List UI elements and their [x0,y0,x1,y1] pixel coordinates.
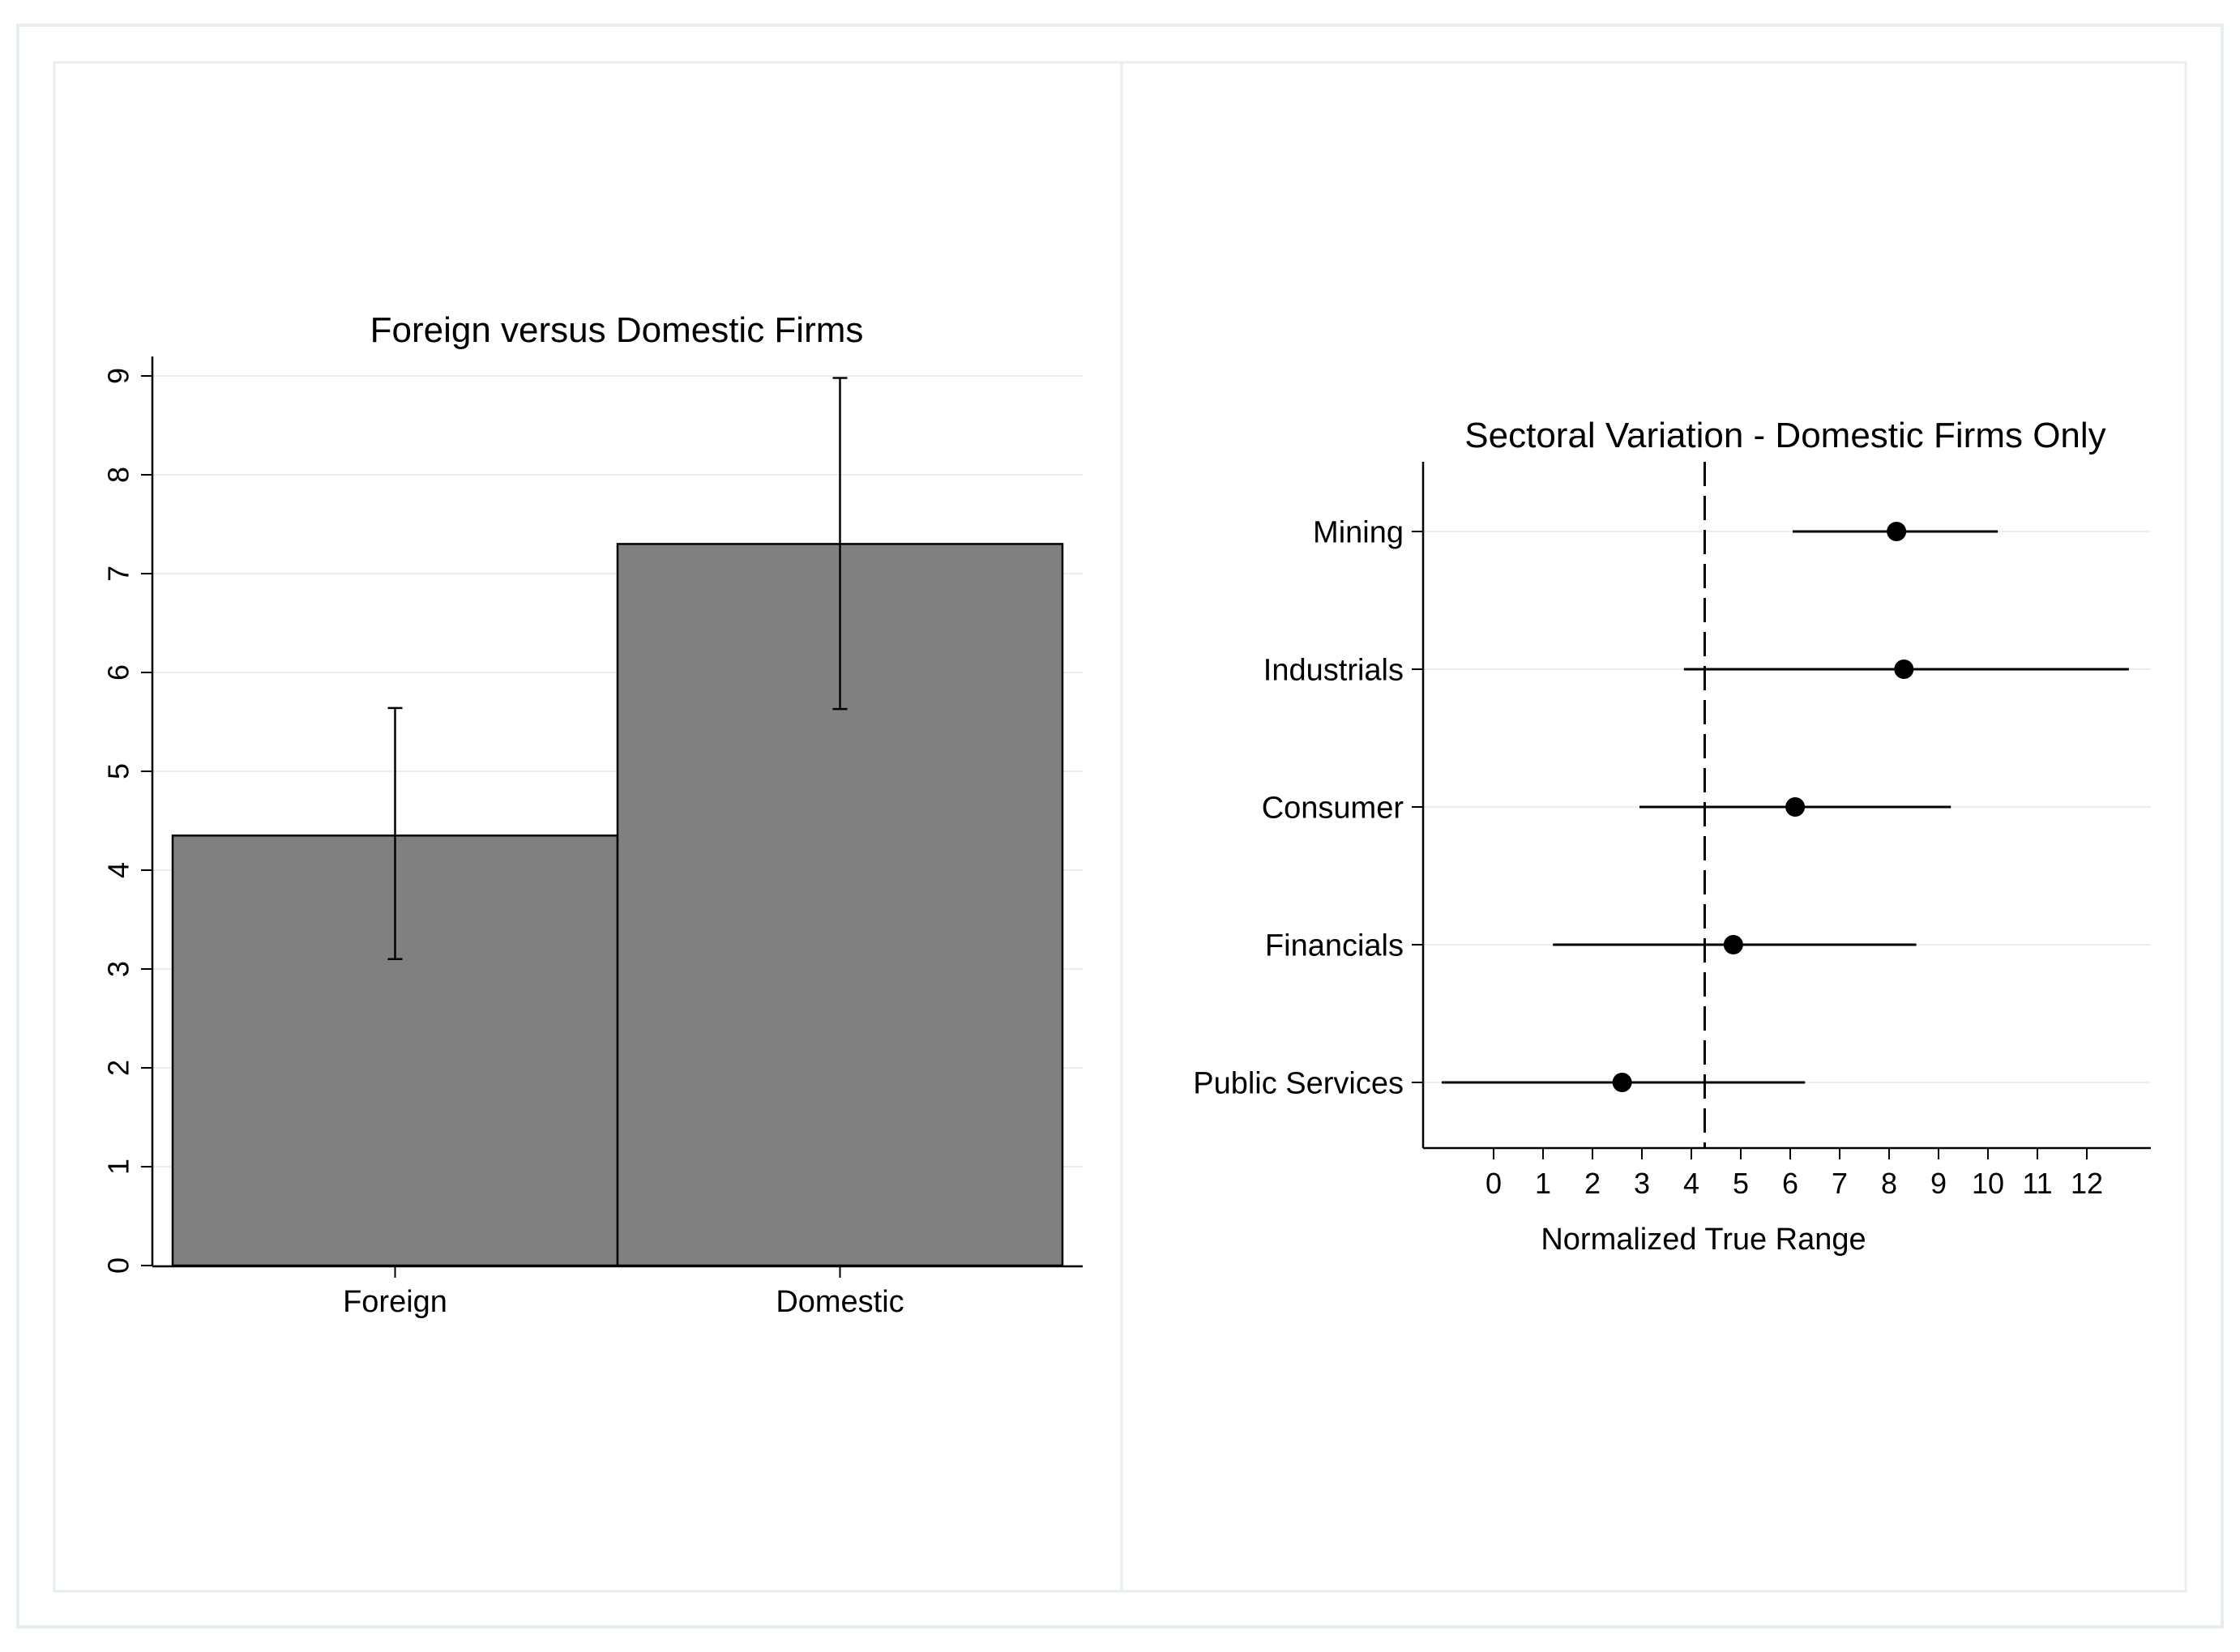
dot-plot-panel: Sectoral Variation - Domestic Firms Only… [1193,416,2151,1257]
dot-category-label: Public Services [1193,1066,1404,1100]
bar-x-tick-label: Foreign [343,1285,447,1319]
dot-category-label: Industrials [1263,653,1404,687]
bar-chart-panel: Foreign versus Domestic Firms 0 1 2 3 4 5 6 7 8 9… [102,310,1083,1319]
dot-x-tick-label: 0 [1485,1167,1502,1200]
point-estimate [1785,797,1806,817]
dot-x-tick-label: 2 [1584,1167,1601,1200]
bar-y-tick-label: 3 [102,961,135,977]
bar-chart-title: Foreign versus Domestic Firms [370,310,864,350]
bar-y-tick-label: 9 [102,368,135,384]
dot-plot-category-labels: Mining Industrials Consumer Financials Publi… [1193,515,1423,1100]
point-estimate [1894,660,1914,679]
bar-chart-axes [151,356,1083,1268]
bar-y-tick-label: 6 [102,664,135,681]
dot-x-tick-label: 10 [1972,1167,2004,1200]
inner-frame [53,61,2187,1593]
bar-chart-bars [171,543,1064,1267]
point-estimate [1612,1073,1632,1092]
dot-plot-axes [1421,462,2151,1150]
bar-chart-error-bars [387,377,848,961]
bar-x-tick-label: Domestic [776,1285,904,1319]
bar-y-tick-label: 1 [102,1159,135,1175]
point-estimate [1723,935,1743,954]
dot-x-tick-label: 4 [1683,1167,1699,1200]
dot-plot-points [1612,522,1914,1092]
bar-y-tick-label: 4 [102,862,135,878]
dot-x-tick-label: 5 [1733,1167,1749,1200]
point-estimate [1887,522,1907,541]
dot-x-tick-label: 11 [2022,1167,2052,1200]
bar-y-tick-label: 7 [102,566,135,582]
dot-x-tick-label: 12 [2071,1167,2103,1200]
dot-x-tick-label: 1 [1535,1167,1551,1200]
dot-plot-x-axis-label: Normalized True Range [1541,1223,1866,1257]
bar-chart-y-ticks: 0 1 2 3 4 5 6 7 8 9 [102,368,152,1274]
bar-y-tick-label: 5 [102,763,135,779]
dot-category-label: Financials [1265,928,1404,963]
dot-category-label: Consumer [1262,791,1404,825]
dot-plot-title: Sectoral Variation - Domestic Firms Only [1464,416,2105,455]
dot-x-tick-label: 6 [1782,1167,1798,1200]
dot-x-tick-label: 3 [1634,1167,1650,1200]
dot-category-label: Mining [1313,515,1404,549]
bar-chart-x-ticks: Foreign Domestic [343,1266,904,1319]
bar-y-tick-label: 8 [102,467,135,483]
dot-x-tick-label: 8 [1881,1167,1897,1200]
dot-plot-x-ticks: 0 1 2 3 4 5 6 7 8 9 10 11 12 [1485,1148,2103,1200]
dot-x-tick-label: 9 [1930,1167,1947,1200]
bar-y-tick-label: 0 [102,1257,135,1274]
bar-y-tick-label: 2 [102,1060,135,1076]
dot-x-tick-label: 7 [1832,1167,1848,1200]
